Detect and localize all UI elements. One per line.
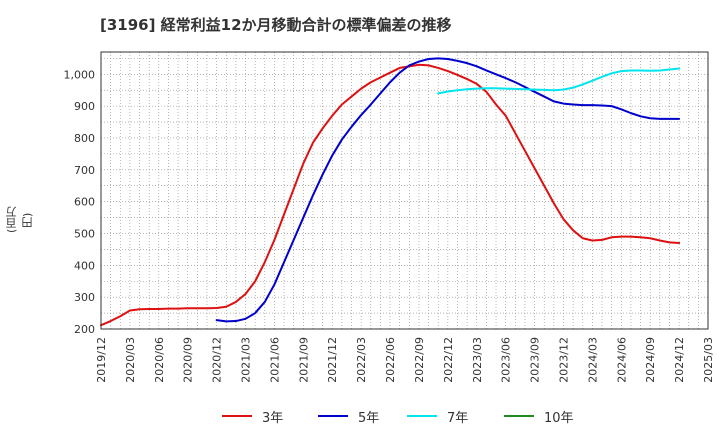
legend-label: 7年: [447, 410, 469, 426]
legend-item: 3年: [222, 404, 283, 428]
y-tick-label: 300: [74, 291, 95, 304]
y-tick-label: 700: [74, 164, 95, 177]
legend-swatch: [504, 415, 534, 417]
y-tick-label: 500: [74, 227, 95, 240]
legend-label: 5年: [358, 410, 380, 426]
legend-swatch: [407, 415, 437, 417]
x-tick-label: 2021/03: [240, 337, 253, 383]
x-tick-label: 2020/12: [211, 337, 224, 383]
legend-item: 5年: [318, 404, 379, 428]
legend: 3年 5年 7年 10年: [0, 404, 720, 428]
x-tick-label: 2023/03: [471, 337, 484, 383]
x-tick-label: 2020/03: [124, 337, 137, 383]
y-tick-label: 800: [74, 132, 95, 145]
legend-swatch: [318, 415, 348, 417]
series-line-5年: [215, 57, 681, 323]
y-tick-label: 400: [74, 259, 95, 272]
x-tick-label: 2022/06: [384, 337, 397, 383]
x-tick-label: 2020/06: [153, 337, 166, 383]
chart-title: [3196] 経常利益12か月移動合計の標準偏差の推移: [100, 16, 452, 34]
legend-label: 3年: [262, 410, 284, 426]
x-tick-label: 2021/09: [297, 337, 310, 383]
x-tick-labels: 2019/12 2020/03 2020/06 2020/09 2020/12 2021/…: [95, 337, 715, 383]
x-tick-label: 2023/12: [557, 337, 570, 383]
x-tick-label: 2024/09: [644, 337, 657, 383]
x-tick-label: 2021/12: [326, 337, 339, 383]
x-tick-label: 2025/03: [702, 337, 715, 383]
plot-area-background: [101, 52, 708, 329]
x-tick-label: 2024/12: [673, 337, 686, 383]
x-tick-label: 2020/09: [182, 337, 195, 383]
x-tick-label: 2021/06: [268, 337, 281, 383]
x-tick-label: 2022/09: [413, 337, 426, 383]
y-tick-label: 1,000: [64, 68, 96, 81]
x-tick-label: 2023/09: [529, 337, 542, 383]
legend-item: 10年: [504, 404, 574, 428]
series-lines: [100, 57, 681, 327]
x-tick-label: 2024/06: [615, 337, 628, 383]
y-tick-label: 900: [74, 100, 95, 113]
series-line-7年: [437, 67, 681, 95]
y-tick-labels: 200 300 400 500 600 700 800 900 1,000: [64, 68, 96, 336]
legend-item: 7年: [407, 404, 468, 428]
legend-swatch: [222, 415, 252, 417]
x-tick-label: 2023/06: [500, 337, 513, 383]
plot-area-frame: [100, 51, 709, 330]
x-tick-label: 2024/03: [586, 337, 599, 383]
x-tick-label: 2022/03: [355, 337, 368, 383]
y-tick-label: 600: [74, 196, 95, 209]
x-tick-label: 2022/12: [442, 337, 455, 383]
series-line-3年: [100, 63, 681, 327]
x-tick-label: 2019/12: [95, 337, 108, 383]
y-tick-label: 200: [74, 323, 95, 336]
legend-label: 10年: [544, 410, 574, 426]
